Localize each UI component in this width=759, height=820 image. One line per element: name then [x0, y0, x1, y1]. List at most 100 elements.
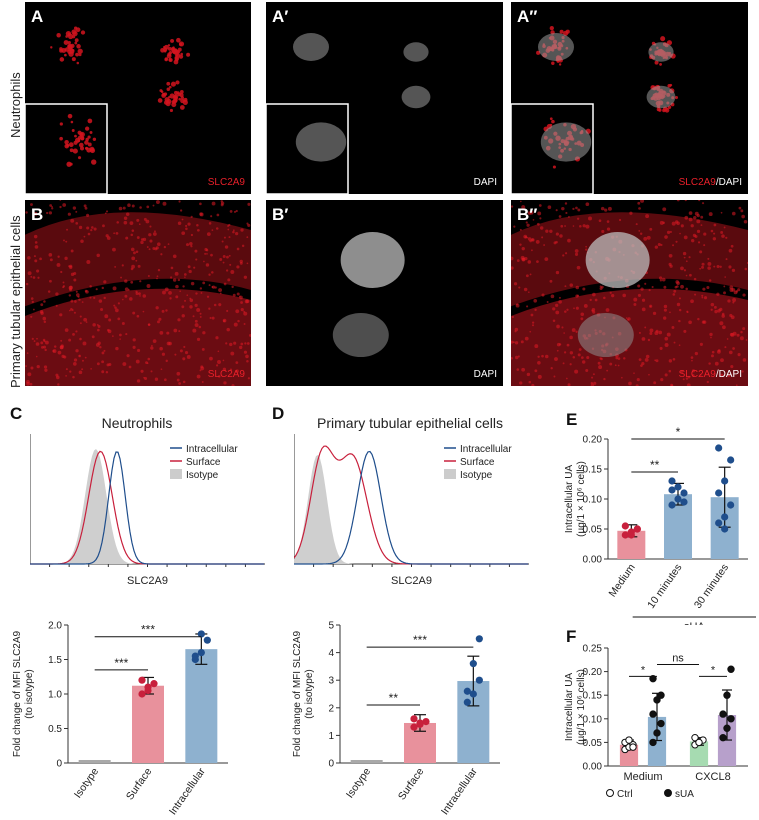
signal-dot	[702, 263, 705, 266]
signal-dot	[641, 362, 644, 365]
signal-dot	[66, 368, 68, 370]
signal-dot	[532, 324, 534, 326]
signal-dot	[715, 362, 719, 366]
signal-dot	[551, 120, 555, 124]
signal-dot	[61, 355, 64, 358]
significance-label: *	[676, 425, 681, 439]
signal-dot	[106, 210, 108, 212]
signal-dot	[83, 342, 87, 346]
y-tick-label: 0	[328, 759, 334, 770]
signal-dot	[34, 255, 36, 257]
signal-dot	[208, 274, 210, 276]
signal-dot	[551, 295, 555, 299]
signal-dot	[233, 342, 236, 345]
signal-dot	[600, 287, 603, 290]
signal-dot	[524, 288, 527, 291]
signal-dot	[212, 202, 216, 206]
signal-dot	[210, 215, 212, 217]
signal-dot	[72, 376, 75, 379]
signal-dot	[186, 53, 190, 57]
signal-dot	[36, 342, 40, 346]
signal-dot	[223, 360, 225, 362]
signal-dot	[50, 258, 53, 261]
signal-dot	[157, 320, 160, 323]
signal-dot	[527, 373, 530, 376]
signal-dot	[75, 138, 80, 143]
signal-dot	[599, 219, 602, 222]
signal-dot	[539, 217, 541, 219]
signal-dot	[139, 295, 141, 297]
signal-dot	[158, 98, 163, 103]
signal-dot	[691, 239, 694, 242]
data-point	[470, 660, 477, 667]
intracellular-curve	[30, 452, 264, 564]
signal-dot	[225, 245, 228, 248]
signal-dot	[60, 340, 62, 342]
signal-dot	[640, 200, 644, 203]
signal-dot	[518, 355, 520, 357]
signal-dot	[557, 350, 559, 352]
signal-dot	[156, 306, 159, 309]
signal-dot	[543, 244, 545, 246]
micrograph-panel: B″ SLC2A9/DAPI	[511, 200, 748, 386]
signal-dot	[608, 207, 612, 211]
signal-dot	[724, 276, 726, 278]
signal-dot	[104, 297, 106, 299]
signal-dot	[511, 205, 513, 207]
channel-label: SLC2A9	[208, 177, 245, 188]
signal-dot	[115, 347, 118, 350]
signal-dot	[189, 270, 192, 273]
signal-dot	[573, 307, 575, 309]
signal-dot	[582, 287, 585, 290]
signal-dot	[64, 54, 67, 57]
signal-dot	[212, 229, 214, 231]
signal-dot	[564, 351, 566, 353]
signal-dot	[120, 277, 122, 279]
signal-dot	[124, 279, 127, 282]
signal-dot	[529, 381, 532, 384]
signal-dot	[570, 363, 572, 365]
signal-dot	[545, 355, 549, 359]
signal-dot	[44, 321, 46, 323]
signal-dot	[673, 358, 676, 361]
signal-dot	[216, 227, 219, 230]
signal-dot	[565, 202, 567, 204]
signal-dot	[713, 233, 715, 235]
signal-dot	[60, 57, 65, 62]
nucleus-shape	[293, 33, 329, 61]
signal-dot	[724, 346, 726, 348]
signal-dot	[87, 136, 90, 139]
signal-dot	[732, 347, 735, 350]
signal-dot	[161, 368, 163, 370]
data-point	[622, 522, 629, 529]
signal-dot	[592, 293, 596, 297]
signal-dot	[84, 140, 89, 145]
channel-label-suffix: DAPI	[474, 369, 497, 380]
signal-dot	[553, 320, 556, 323]
signal-dot	[729, 314, 732, 317]
panel-label-c: C	[10, 404, 22, 424]
signal-dot	[711, 309, 713, 311]
signal-dot	[659, 63, 662, 66]
data-point	[727, 501, 734, 508]
y-tick-label: 1.0	[48, 690, 62, 701]
signal-dot	[185, 227, 188, 230]
signal-dot	[191, 282, 194, 285]
channel-label-red: SLC2A9	[208, 369, 245, 380]
signal-dot	[689, 256, 691, 258]
bar-chart-e: 0.000.050.100.150.20Intracellular UA (µg/…	[562, 425, 759, 625]
data-point	[721, 513, 728, 520]
panel-label: A	[31, 7, 43, 27]
signal-dot	[73, 206, 76, 209]
signal-dot	[93, 138, 96, 141]
signal-dot	[170, 39, 174, 43]
signal-dot	[529, 240, 532, 243]
signal-dot	[116, 221, 119, 224]
signal-dot	[701, 224, 703, 226]
signal-dot	[701, 297, 703, 299]
signal-dot	[531, 314, 534, 317]
signal-dot	[680, 266, 684, 270]
legend-swatch	[170, 469, 182, 479]
signal-dot	[638, 294, 641, 297]
signal-dot	[642, 308, 646, 312]
